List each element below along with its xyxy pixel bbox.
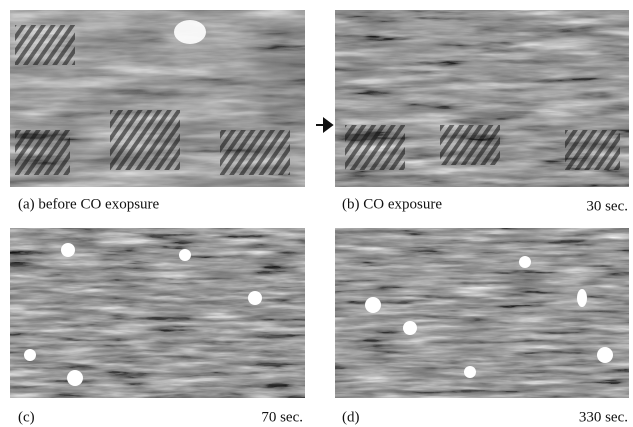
panel-label: (c) <box>18 409 35 425</box>
panel-label: (b) CO exposure <box>342 196 442 212</box>
stm-image-a <box>10 10 305 187</box>
panel-label: (a) before CO exopsure <box>18 196 160 212</box>
panel-label: (d) <box>342 409 360 425</box>
stm-image-b <box>316 10 629 187</box>
figure: (a) before CO exopsure (b) CO exposure 3… <box>0 0 633 427</box>
stm-image-c <box>10 228 305 398</box>
panel-time: 30 sec. <box>586 198 628 214</box>
panel-time: 70 sec. <box>261 409 303 425</box>
stm-image-d <box>335 228 629 398</box>
panel-time: 330 sec. <box>579 409 628 425</box>
